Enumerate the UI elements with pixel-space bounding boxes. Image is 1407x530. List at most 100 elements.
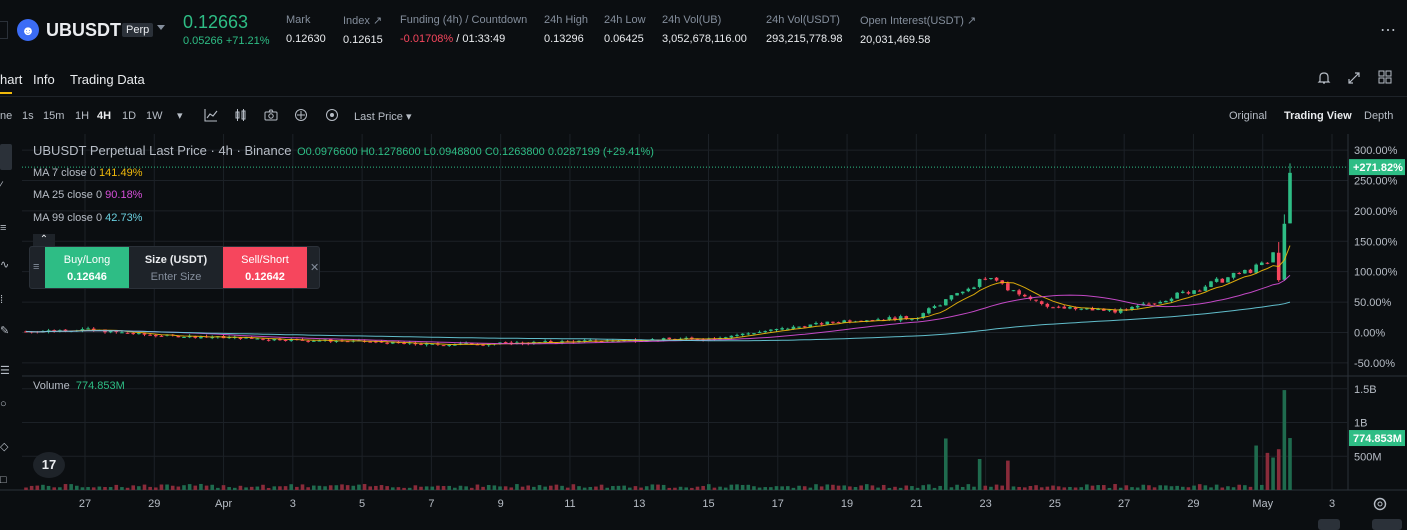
view-original[interactable]: Original: [1229, 110, 1267, 122]
volume-bar: [142, 484, 147, 490]
ma99-legend: MA 99 close 0 42.73%: [33, 212, 142, 224]
volume-bar: [1039, 487, 1044, 490]
volume-bar: [261, 484, 265, 490]
zoom-tool-icon[interactable]: ○: [0, 398, 7, 410]
volume-bar: [1259, 484, 1264, 490]
candle-body: [199, 336, 203, 339]
volume-bar: [712, 487, 717, 490]
scroll-left-button[interactable]: [1318, 519, 1340, 530]
candle-body: [729, 335, 734, 338]
volume-bar: [244, 487, 248, 490]
interval-4h[interactable]: 4H: [97, 110, 112, 122]
volume-bar: [1248, 486, 1253, 490]
volume-bar: [424, 486, 429, 490]
volume-bar: [831, 484, 835, 490]
text-tool-icon[interactable]: ⁞: [0, 294, 4, 306]
candle-body: [960, 291, 965, 294]
symbol-name[interactable]: UBUSDT: [46, 20, 121, 40]
interval-1h[interactable]: 1H: [75, 110, 90, 122]
candle-body: [80, 329, 85, 331]
volume-bar: [41, 484, 45, 490]
close-icon[interactable]: ✕: [310, 262, 320, 274]
trend-line-icon[interactable]: ∕: [0, 180, 2, 192]
size-field[interactable]: Size (USDT) Enter Size: [129, 247, 223, 288]
interval-1w[interactable]: 1W: [146, 110, 163, 122]
volume-bar: [1158, 485, 1163, 490]
collapse-legend-icon[interactable]: ⌃: [33, 234, 55, 246]
interval-line[interactable]: ne: [0, 110, 13, 122]
candle-body: [368, 341, 373, 343]
date-tick-label: 7: [428, 498, 434, 510]
volume-bar: [695, 486, 700, 490]
scroll-right-button[interactable]: [1372, 519, 1402, 530]
interval-dropdown-icon[interactable]: ▾: [177, 110, 183, 122]
expand-icon[interactable]: [1346, 70, 1362, 86]
tab-trading-data[interactable]: Trading Data: [70, 72, 145, 87]
tab-info[interactable]: Info: [33, 72, 55, 87]
buy-price: 0.12646: [67, 271, 107, 283]
cursor-tool-icon[interactable]: [0, 144, 12, 170]
view-depth[interactable]: Depth: [1364, 110, 1394, 122]
volume-bar: [791, 487, 796, 490]
interval-15m[interactable]: 15m: [43, 110, 65, 122]
sell-short-button[interactable]: Sell/Short 0.12642: [223, 247, 307, 288]
date-tick-label: 9: [498, 498, 504, 510]
stat-index[interactable]: Index ↗ 0.12615: [343, 14, 383, 46]
tradingview-logo-icon[interactable]: 17: [33, 452, 65, 478]
volume-bar: [515, 484, 519, 490]
fib-tool-icon[interactable]: ≡: [0, 222, 7, 234]
collapse-handle[interactable]: [0, 21, 8, 39]
candle-body: [1186, 292, 1191, 294]
layout-grid-icon[interactable]: [1377, 69, 1393, 85]
volume-bar: [46, 485, 51, 490]
interval-1d[interactable]: 1D: [122, 110, 137, 122]
interval-1s[interactable]: 1s: [22, 110, 34, 122]
drag-handle-icon[interactable]: ≡: [33, 261, 40, 273]
candle-type-icon[interactable]: [234, 108, 248, 122]
volume-bar: [481, 486, 485, 490]
candle-body: [1220, 278, 1225, 283]
lock-tool-icon[interactable]: □: [0, 474, 7, 486]
volume-bar: [1118, 487, 1123, 490]
divider: [0, 96, 1407, 97]
volume-bar: [735, 484, 739, 490]
crosshair-icon[interactable]: [294, 108, 308, 122]
candle-body: [137, 333, 141, 335]
camera-icon[interactable]: [264, 108, 278, 122]
volume-bar: [864, 484, 869, 490]
volume-bar: [272, 486, 277, 490]
candle-body: [498, 342, 502, 344]
view-trading-view[interactable]: Trading View: [1284, 110, 1352, 122]
bell-icon[interactable]: [1316, 70, 1332, 86]
candle-body: [1045, 303, 1050, 307]
tab-chart[interactable]: hart: [0, 72, 23, 87]
stat-open-interest[interactable]: Open Interest(USDT) ↗ 20,031,469.58: [860, 14, 976, 46]
volume-bar: [548, 485, 553, 490]
candle-body: [1062, 306, 1067, 309]
price-type-select[interactable]: Last Price ▾: [354, 111, 412, 123]
date-tick-label: 25: [1049, 498, 1061, 510]
date-tick-label: 29: [148, 498, 160, 510]
buy-long-button[interactable]: Buy/Long 0.12646: [45, 247, 129, 288]
candle-body: [588, 340, 593, 342]
volume-bar: [1282, 390, 1287, 490]
volume-bar: [35, 485, 40, 490]
stat-label: Funding (4h) / Countdown: [400, 14, 528, 26]
ruler-tool-icon[interactable]: ☰: [0, 365, 10, 377]
settings-icon[interactable]: [325, 108, 339, 122]
volume-bar: [1186, 487, 1191, 490]
more-dots-icon[interactable]: ⋯: [1380, 22, 1396, 39]
price-tick-label: 250.00%: [1354, 175, 1398, 187]
pattern-tool-icon[interactable]: ∿: [0, 259, 10, 271]
magnet-tool-icon[interactable]: ◇: [0, 441, 9, 453]
chevron-down-icon[interactable]: [157, 25, 165, 30]
size-input[interactable]: Enter Size: [150, 271, 202, 283]
chart-settings-icon[interactable]: [1372, 496, 1388, 512]
volume-bar: [1192, 485, 1196, 490]
volume-bar: [29, 485, 34, 490]
brush-tool-icon[interactable]: ✎: [0, 325, 10, 337]
indicator-icon[interactable]: [204, 108, 218, 122]
volume-bar: [1220, 487, 1225, 490]
price-chart[interactable]: 27 29 Apr 3 5 7 9 11 13 15 17 19 21 23 25 27 29 May 3 300.0…: [0, 134, 1407, 530]
volume-bar: [323, 486, 327, 490]
